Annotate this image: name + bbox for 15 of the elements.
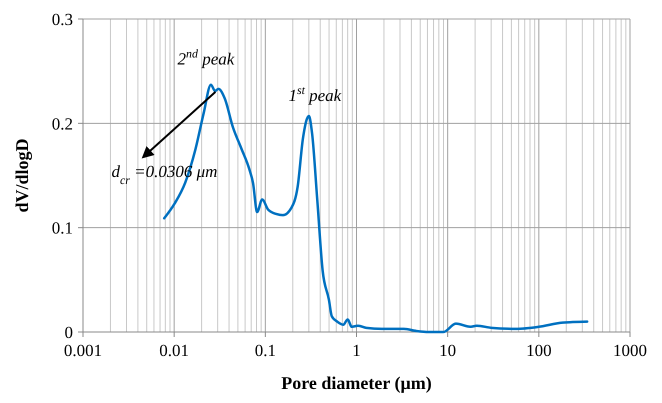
y-tick-label: 0: [64, 322, 73, 342]
annotation: 1$^{st}$ peak: [288, 83, 342, 106]
y-tick-label: 0.2: [52, 114, 73, 134]
x-axis-title: Pore diameter (μm): [281, 373, 432, 393]
y-tick-label: 0.1: [52, 218, 73, 238]
x-tick-label: 1000: [613, 341, 647, 360]
x-tick-label: 0.001: [64, 341, 102, 360]
x-tick-label: 10: [439, 341, 456, 360]
x-tick-label: 1: [352, 341, 361, 360]
y-axis-title: dV/dlogD: [12, 138, 32, 213]
x-tick-label: 100: [526, 341, 552, 360]
x-tick-label: 0.1: [254, 341, 276, 360]
annotation: 2$^{nd}$ peak: [178, 46, 235, 69]
y-tick-label: 0.3: [52, 10, 73, 29]
x-tick-label: 0.01: [159, 341, 190, 360]
